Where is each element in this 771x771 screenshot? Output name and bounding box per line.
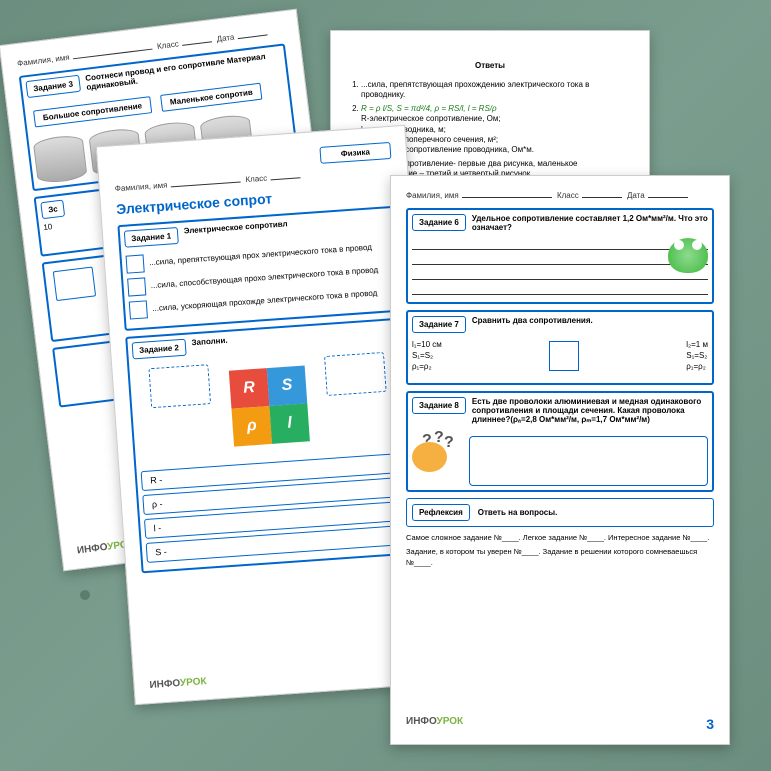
option-small: Маленькое сопротив — [160, 83, 263, 112]
checkbox[interactable] — [126, 254, 145, 273]
task-1-label: Задание 1 — [124, 227, 179, 248]
reflection-box: Рефлексия Ответь на вопросы. — [406, 498, 714, 527]
class-label: Класс — [245, 174, 267, 184]
class-label: Класс — [157, 39, 180, 51]
checkbox[interactable] — [127, 277, 146, 296]
l1: l₁=10 см — [412, 339, 442, 350]
date-label: Дата — [627, 191, 645, 200]
frog-icon — [668, 238, 708, 273]
formula: R = ρ l/S, S = πd²/4, ρ = RS/l, l = RS/ρ — [361, 104, 497, 113]
task-2-text: Заполни. — [191, 324, 397, 347]
surname-label: Фамилия, имя — [115, 181, 168, 194]
header: Фамилия, имя Класс Дата — [406, 191, 714, 200]
task-6-box: Задание 6 Удельное сопротивление составл… — [406, 208, 714, 304]
reflection-title: Ответь на вопросы. — [478, 508, 708, 517]
logo: ИНФОУРОК — [406, 716, 463, 727]
answer-line[interactable] — [412, 253, 708, 265]
diagram: RS ρl — [133, 351, 405, 461]
answer-line[interactable] — [412, 268, 708, 280]
formula-grid: RS ρl — [229, 365, 310, 446]
task-7-text: Сравнить два сопротивления. — [472, 316, 708, 325]
reflection-text-2: Задание, в котором ты уверен №____. Зада… — [406, 547, 714, 568]
task-label: Зс — [40, 200, 65, 220]
r2: S₁=S₂ — [686, 350, 708, 361]
l2: S₁=S₂ — [412, 350, 442, 361]
worksheet-page-3: Фамилия, имя Класс Дата Задание 6 Удельн… — [390, 175, 730, 745]
logo-p2: УРОК — [436, 716, 463, 727]
cylinder-icon — [33, 134, 88, 185]
task-8-label: Задание 8 — [412, 397, 466, 414]
task-8-box: Задание 8 Есть две проволоки алюминиевая… — [406, 391, 714, 492]
answer-1: ...сила, препятствующая прохождению элек… — [361, 80, 634, 101]
task-1-text: Электрическое сопротивл — [184, 212, 390, 235]
answer-area[interactable] — [469, 436, 708, 486]
task-6-text: Удельное сопротивление составляет 1,2 Ом… — [472, 214, 708, 232]
answer-line[interactable] — [412, 283, 708, 295]
logo-p1: ИНФО — [76, 542, 108, 557]
task-7-label: Задание 7 — [412, 316, 466, 333]
compare-box[interactable] — [549, 341, 579, 371]
compare-left: l₁=10 см S₁=S₂ ρ₁=ρ₂ — [412, 339, 442, 373]
task-2-box: Задание 2 Заполни. RS ρl R - ρ - l - S - — [125, 318, 419, 574]
subject-tag: Физика — [319, 142, 391, 164]
cell-s: S — [267, 365, 308, 406]
reflection-text-1: Самое сложное задание №____. Легкое зада… — [406, 533, 714, 544]
checkbox[interactable] — [129, 300, 148, 319]
class-label: Класс — [557, 191, 579, 200]
option-big: Большое сопротивление — [33, 96, 152, 127]
date-label: Дата — [216, 33, 235, 44]
cell-rho: ρ — [231, 406, 272, 447]
logo: ИНФОУРОК — [149, 676, 207, 691]
l3: ρ₁=ρ₂ — [412, 361, 442, 372]
page-number: 3 — [706, 716, 714, 732]
logo-p2: УРОК — [180, 676, 207, 689]
r1: l₂=1 м — [686, 339, 708, 350]
answers-title: Ответы — [346, 61, 634, 70]
task-7-box: Задание 7 Сравнить два сопротивления. l₁… — [406, 310, 714, 385]
logo-p1: ИНФО — [406, 716, 436, 727]
cell-l: l — [269, 403, 310, 444]
answer-line[interactable] — [412, 238, 708, 250]
task-1-box: Задание 1 Электрическое сопротивл ...сил… — [117, 206, 402, 331]
var-r: R-электрическое сопротивление, Ом; — [361, 114, 501, 123]
r3: ρ₁=ρ₂ — [686, 361, 708, 372]
bg-dot — [80, 590, 90, 600]
task-2-label: Задание 2 — [132, 339, 187, 360]
surname-label: Фамилия, имя — [17, 53, 70, 68]
task-3-label: Задание 3 — [25, 75, 81, 98]
compare-right: l₂=1 м S₁=S₂ ρ₁=ρ₂ — [686, 339, 708, 373]
reflection-label: Рефлексия — [412, 504, 470, 521]
empty-box — [148, 364, 211, 408]
surname-label: Фамилия, имя — [406, 191, 459, 200]
task-8-text: Есть две проволоки алюминиевая и медная … — [472, 397, 708, 424]
compare-row: l₁=10 см S₁=S₂ ρ₁=ρ₂ l₂=1 м S₁=S₂ ρ₁=ρ₂ — [412, 339, 708, 373]
cell-r: R — [229, 368, 270, 409]
logo-p1: ИНФО — [149, 678, 180, 691]
thinking-icon: ??? — [412, 432, 457, 472]
empty-box — [324, 352, 387, 396]
task-6-label: Задание 6 — [412, 214, 466, 231]
